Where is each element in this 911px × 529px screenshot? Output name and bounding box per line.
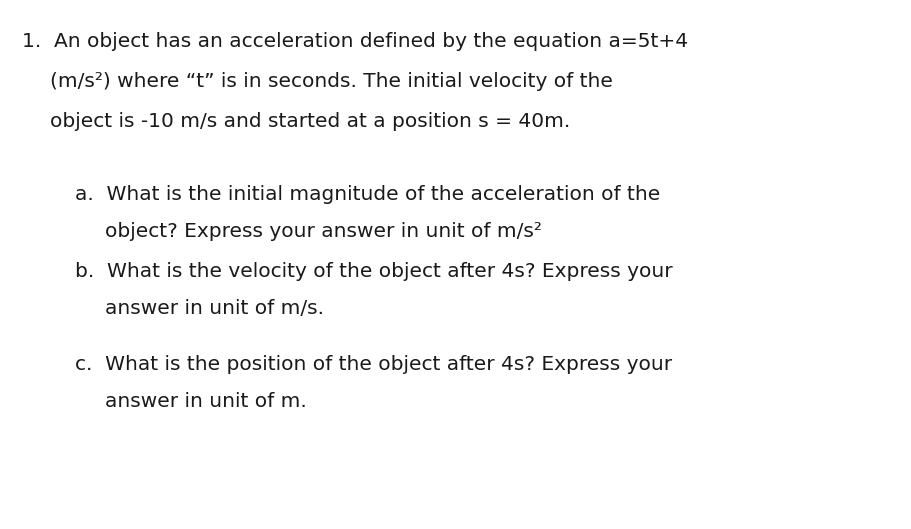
Text: object is -10 m/s and started at a position s = 40m.: object is -10 m/s and started at a posit…: [50, 112, 570, 131]
Text: c.  What is the position of the object after 4s? Express your: c. What is the position of the object af…: [75, 355, 672, 374]
Text: b.  What is the velocity of the object after 4s? Express your: b. What is the velocity of the object af…: [75, 262, 672, 281]
Text: 1.  An object has an acceleration defined by the equation a=5t+4: 1. An object has an acceleration defined…: [22, 32, 688, 51]
Text: (m/s²) where “t” is in seconds. The initial velocity of the: (m/s²) where “t” is in seconds. The init…: [50, 72, 613, 91]
Text: a.  What is the initial magnitude of the acceleration of the: a. What is the initial magnitude of the …: [75, 185, 660, 204]
Text: object? Express your answer in unit of m/s²: object? Express your answer in unit of m…: [105, 222, 542, 241]
Text: answer in unit of m/s.: answer in unit of m/s.: [105, 299, 324, 318]
Text: answer in unit of m.: answer in unit of m.: [105, 392, 307, 411]
